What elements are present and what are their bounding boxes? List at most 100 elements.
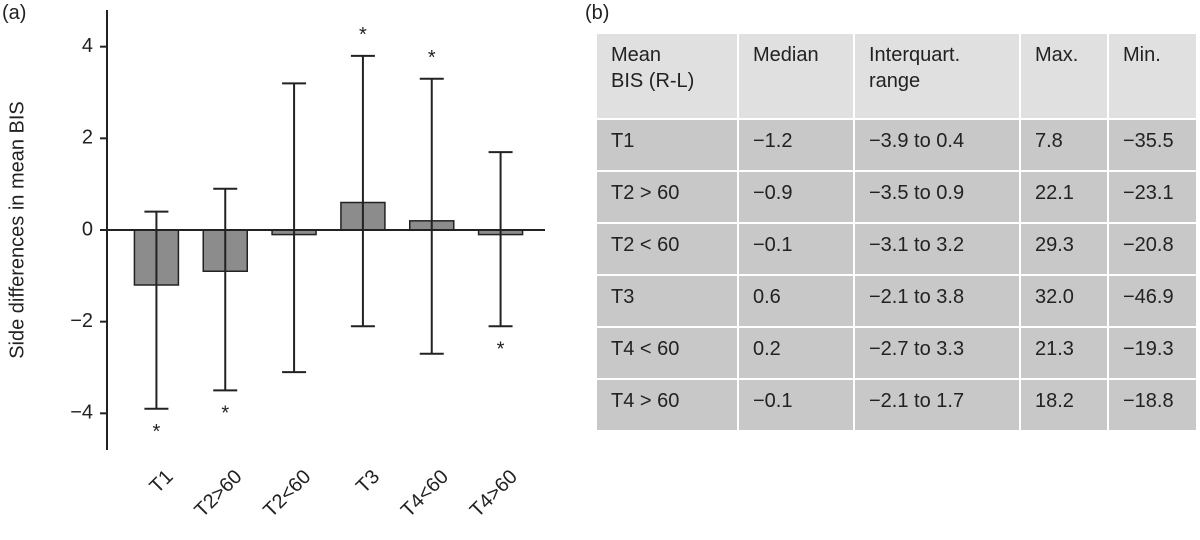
panel-label: (b) [585,2,610,24]
table-cell: −46.9 [1109,276,1196,326]
x-tick-label: T4>60 [466,466,522,522]
y-tick-label: 0 [82,218,93,240]
header-cell: Interquart. range [855,34,1019,118]
cell-text: −23.1 [1123,182,1174,204]
cell-text: −2.7 to 3.3 [869,338,965,360]
header-cell: Min. [1109,34,1196,118]
table-cell: −3.9 to 0.4 [855,120,1019,170]
table-cell: T2 < 60 [597,224,737,274]
y-tick-label: −4 [70,402,93,424]
cell-text: −2.1 to 3.8 [869,286,965,308]
table-cell: −1.2 [739,120,853,170]
x-tick-label: T1 [146,466,178,498]
cell-text: T1 [611,130,635,152]
x-tick-label: T4<60 [397,466,453,522]
table-cell: 29.3 [1021,224,1107,274]
table-cell: T2 > 60 [597,172,737,222]
table-row: T1 −1.2 −3.9 to 0.4 7.8 −35.5 [597,120,1196,170]
header-row: Mean BIS (R-L) Median Interquart. range Max. M… [597,34,1196,118]
cell-text: 29.3 [1035,234,1074,256]
cell-text: 21.3 [1035,338,1074,360]
cell-text: −46.9 [1123,286,1174,308]
cell-text: −35.5 [1123,130,1174,152]
cell-text: 18.2 [1035,390,1074,412]
table-cell: 22.1 [1021,172,1107,222]
header-cell: Max. [1021,34,1107,118]
significance-marker: * [428,47,436,69]
cell-text: −20.8 [1123,234,1174,256]
cell-text: T4 > 60 [611,390,680,412]
table-row: T4 > 60 −0.1 −2.1 to 1.7 18.2 −18.8 [597,380,1196,430]
table-cell: 0.6 [739,276,853,326]
header-text: Min. [1123,44,1161,66]
table-cell: T4 < 60 [597,328,737,378]
y-axis-label: Side differences in mean BIS [6,101,28,359]
cell-text: −0.1 [753,390,793,412]
cell-text: −1.2 [753,130,793,152]
panel-label: (a) [2,2,27,24]
cell-text: T2 > 60 [611,182,680,204]
table-cell: −0.1 [739,380,853,430]
significance-marker: * [221,403,229,425]
table-cell: −2.1 to 3.8 [855,276,1019,326]
table-cell: 32.0 [1021,276,1107,326]
table-cell: −2.7 to 3.3 [855,328,1019,378]
table-cell: −3.1 to 3.2 [855,224,1019,274]
cell-text: 0.6 [753,286,781,308]
table-row: T4 < 60 0.2 −2.7 to 3.3 21.3 −19.3 [597,328,1196,378]
table-cell: −2.1 to 1.7 [855,380,1019,430]
header-text: Max. [1035,44,1079,66]
header-cell: Median [739,34,853,118]
table-cell: −20.8 [1109,224,1196,274]
table-cell: 21.3 [1021,328,1107,378]
table-cell: T1 [597,120,737,170]
table-row: T2 > 60 −0.9 −3.5 to 0.9 22.1 −23.1 [597,172,1196,222]
cell-text: T2 < 60 [611,234,680,256]
table-cell: −23.1 [1109,172,1196,222]
cell-text: T3 [611,286,635,308]
y-tick-label: 2 [82,127,93,149]
header-text: Median [753,44,819,66]
x-tick-label: T2>60 [190,466,246,522]
y-tick-label: 4 [82,35,93,57]
table-cell: 18.2 [1021,380,1107,430]
header-text: range [869,70,921,92]
cell-text: −0.9 [753,182,793,204]
table-cell: −0.1 [739,224,853,274]
cell-text: 32.0 [1035,286,1074,308]
cell-text: −3.1 to 3.2 [869,234,965,256]
table-cell: −19.3 [1109,328,1196,378]
table-cell: T4 > 60 [597,380,737,430]
significance-marker: * [497,339,505,361]
cell-text: −18.8 [1123,390,1174,412]
table-cell: 7.8 [1021,120,1107,170]
table-cell: −3.5 to 0.9 [855,172,1019,222]
y-tick-label: −2 [70,310,93,332]
cell-text: −0.1 [753,234,793,256]
cell-text: −3.5 to 0.9 [869,182,965,204]
x-tick-label: T3 [352,466,384,498]
significance-marker: * [153,421,161,443]
table: Mean BIS (R-L) Median Interquart. range Max. M… [595,32,1198,432]
x-tick-label: T2<60 [259,466,315,522]
table-cell: −0.9 [739,172,853,222]
cell-text: T4 < 60 [611,338,680,360]
cell-text: −3.9 to 0.4 [869,130,965,152]
cell-text: 0.2 [753,338,781,360]
header-text: Mean [611,44,662,66]
table-cell: T3 [597,276,737,326]
header-text: BIS (R-L) [611,70,695,92]
significance-marker: * [359,24,367,46]
cell-text: 7.8 [1035,130,1063,152]
table-row: T2 < 60 −0.1 −3.1 to 3.2 29.3 −20.8 [597,224,1196,274]
table-cell: 0.2 [739,328,853,378]
chart: Side differences in mean BIS −4 −2 0 2 4 T1 T2… [6,10,545,522]
table-cell: −18.8 [1109,380,1196,430]
header-text: Interquart. [869,44,961,66]
header-cell: Mean BIS (R-L) [597,34,737,118]
cell-text: 22.1 [1035,182,1074,204]
table-row: T3 0.6 −2.1 to 3.8 32.0 −46.9 [597,276,1196,326]
cell-text: −2.1 to 1.7 [869,390,965,412]
table-cell: −35.5 [1109,120,1196,170]
